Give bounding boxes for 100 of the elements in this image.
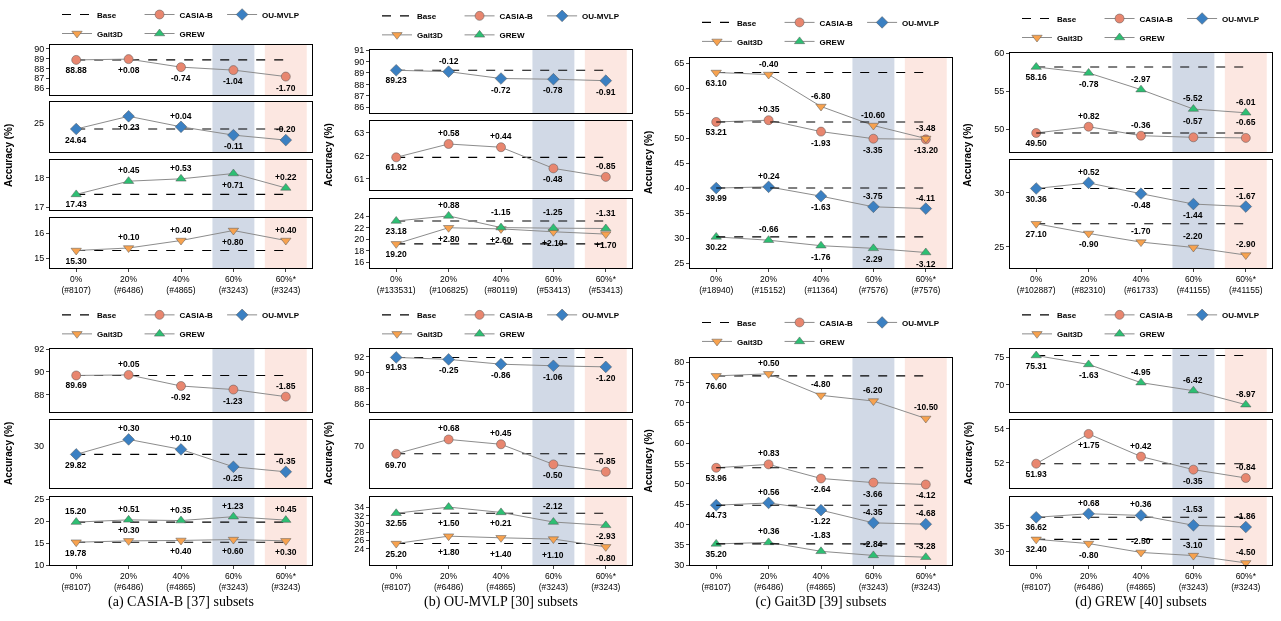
annotation: 69.70 (385, 460, 407, 471)
annotation: -0.85 (596, 456, 616, 467)
annotation: -1.23 (223, 396, 243, 406)
annotation: -1.86 (1236, 510, 1256, 521)
data-label: 17.43 (65, 199, 88, 210)
data-label: 51.93 (1025, 469, 1048, 480)
annotation: +0.05 (118, 359, 140, 369)
y-tick-label: 30 (674, 233, 685, 244)
annotation: +0.30 (118, 524, 140, 535)
annotation: -0.25 (223, 473, 243, 484)
y-tick-label: 87 (354, 90, 365, 101)
annotation: +0.24 (758, 171, 780, 181)
y-axis-title: Accuracy (%) (962, 123, 974, 187)
x-tick-label: 60%* (#3243) (271, 570, 301, 592)
legend-label: Gait3D (1057, 33, 1084, 43)
data-label: 61.92 (385, 162, 408, 173)
legend-label: Base (417, 11, 437, 21)
legend-label: Gait3D (97, 329, 124, 339)
x-tick-label: 20% (#6486) (433, 570, 464, 592)
x-tick-label: 0% (#8107) (1021, 570, 1052, 592)
x-tick-label: 20% (#6486) (113, 570, 144, 592)
y-tick-label: 18 (34, 172, 45, 183)
legend-label: CASIA-B (1139, 310, 1174, 320)
x-tick-label: 60%* (#3243) (911, 571, 941, 593)
annotation: +1.23 (222, 500, 244, 511)
y-tick-label: 35 (994, 520, 1005, 531)
y-tick-label: 91 (354, 45, 365, 56)
x-tick-label: 0% (#8107) (61, 570, 92, 592)
annotation: +0.51 (118, 503, 140, 514)
x-tick-label: 40% (#4865) (806, 571, 836, 593)
legend-label: CASIA-B (499, 310, 534, 320)
y-tick-label: 86 (354, 399, 365, 410)
legend-label: Gait3D (1057, 329, 1084, 339)
y-tick-label: 60 (674, 83, 685, 94)
y-tick-label: 16 (34, 228, 45, 239)
annotation: -1.83 (811, 530, 831, 540)
annotation: +0.82 (1078, 111, 1100, 121)
y-tick-label: 89 (354, 68, 365, 79)
annotation: +0.50 (758, 358, 780, 368)
annotation: +0.68 (438, 423, 460, 434)
legend-label: OU-MVLP (582, 11, 620, 21)
y-tick-label: 88 (34, 63, 45, 74)
y-tick-label: 90 (354, 56, 365, 67)
x-tick-label: 60% (#3243) (538, 570, 569, 592)
y-tick-label: 34 (354, 502, 365, 513)
annotation: +0.30 (118, 423, 140, 434)
y-tick-label: 50 (994, 124, 1005, 135)
y-tick-label: 86 (354, 102, 365, 113)
annotation: -6.42 (1183, 375, 1203, 385)
x-axis-title: (a) CASIA-B [37] subsets (108, 593, 254, 610)
annotation: -1.63 (1079, 370, 1099, 380)
annotation: +0.04 (170, 111, 192, 121)
x-tick-label: 20% (#15152) (751, 274, 786, 296)
data-label: 39.99 (705, 193, 728, 204)
x-tick-label: 60% (#7576) (858, 274, 889, 296)
annotation: -1.76 (811, 252, 831, 262)
y-tick-label: 70 (674, 397, 685, 408)
data-label: 49.50 (1025, 137, 1048, 148)
y-axis-title: Accuracy (%) (3, 422, 15, 486)
legend-label: GREW (179, 29, 205, 39)
annotation: 29.82 (65, 460, 87, 471)
annotation: 24.64 (65, 135, 87, 145)
y-tick-label: 89 (34, 53, 45, 64)
y-tick-label: 24 (354, 543, 365, 554)
y-axis-title: Accuracy (%) (643, 130, 655, 195)
x-tick-label: 60% (#3243) (218, 570, 249, 592)
annotation: -0.84 (1236, 462, 1256, 473)
annotation: +1.75 (1078, 440, 1100, 451)
data-label: 88.88 (65, 64, 88, 75)
annotation: +0.36 (1130, 498, 1152, 509)
x-tick-label: 60%* (#3243) (271, 274, 301, 296)
annotation: +0.52 (1078, 167, 1100, 177)
legend-label: GREW (499, 30, 525, 40)
y-tick-label: 60 (994, 48, 1005, 59)
data-label: 30.22 (705, 241, 728, 252)
legend-label: OU-MVLP (262, 310, 300, 320)
y-tick-label: 25 (34, 494, 45, 504)
annotation: +0.58 (438, 128, 460, 139)
annotation: -0.80 (1079, 549, 1099, 560)
data-label: 58.16 (1025, 72, 1048, 83)
annotation: -0.20 (276, 124, 296, 134)
annotation: +0.45 (118, 165, 140, 175)
y-axis-title: Accuracy (%) (323, 422, 335, 486)
y-tick-label: 75 (674, 377, 685, 388)
annotation: -1.04 (223, 76, 243, 86)
legend-label: Base (1057, 310, 1077, 320)
legend-label: Gait3D (417, 329, 444, 339)
annotation: -0.35 (1183, 476, 1203, 487)
y-tick-label: 65 (674, 418, 685, 429)
annotation: -0.65 (1236, 117, 1256, 127)
annotation: +0.10 (118, 232, 140, 242)
x-tick-label: 20% (#106825) (429, 273, 469, 295)
legend-label: Base (737, 318, 757, 328)
y-tick-label: 55 (674, 458, 685, 469)
y-tick-label: 25 (674, 258, 685, 269)
annotation: -0.85 (596, 161, 616, 172)
annotation: -10.60 (861, 110, 886, 120)
annotation: -0.78 (1079, 79, 1099, 89)
annotation: -1.06 (543, 372, 563, 382)
y-tick-label: 92 (354, 352, 365, 363)
